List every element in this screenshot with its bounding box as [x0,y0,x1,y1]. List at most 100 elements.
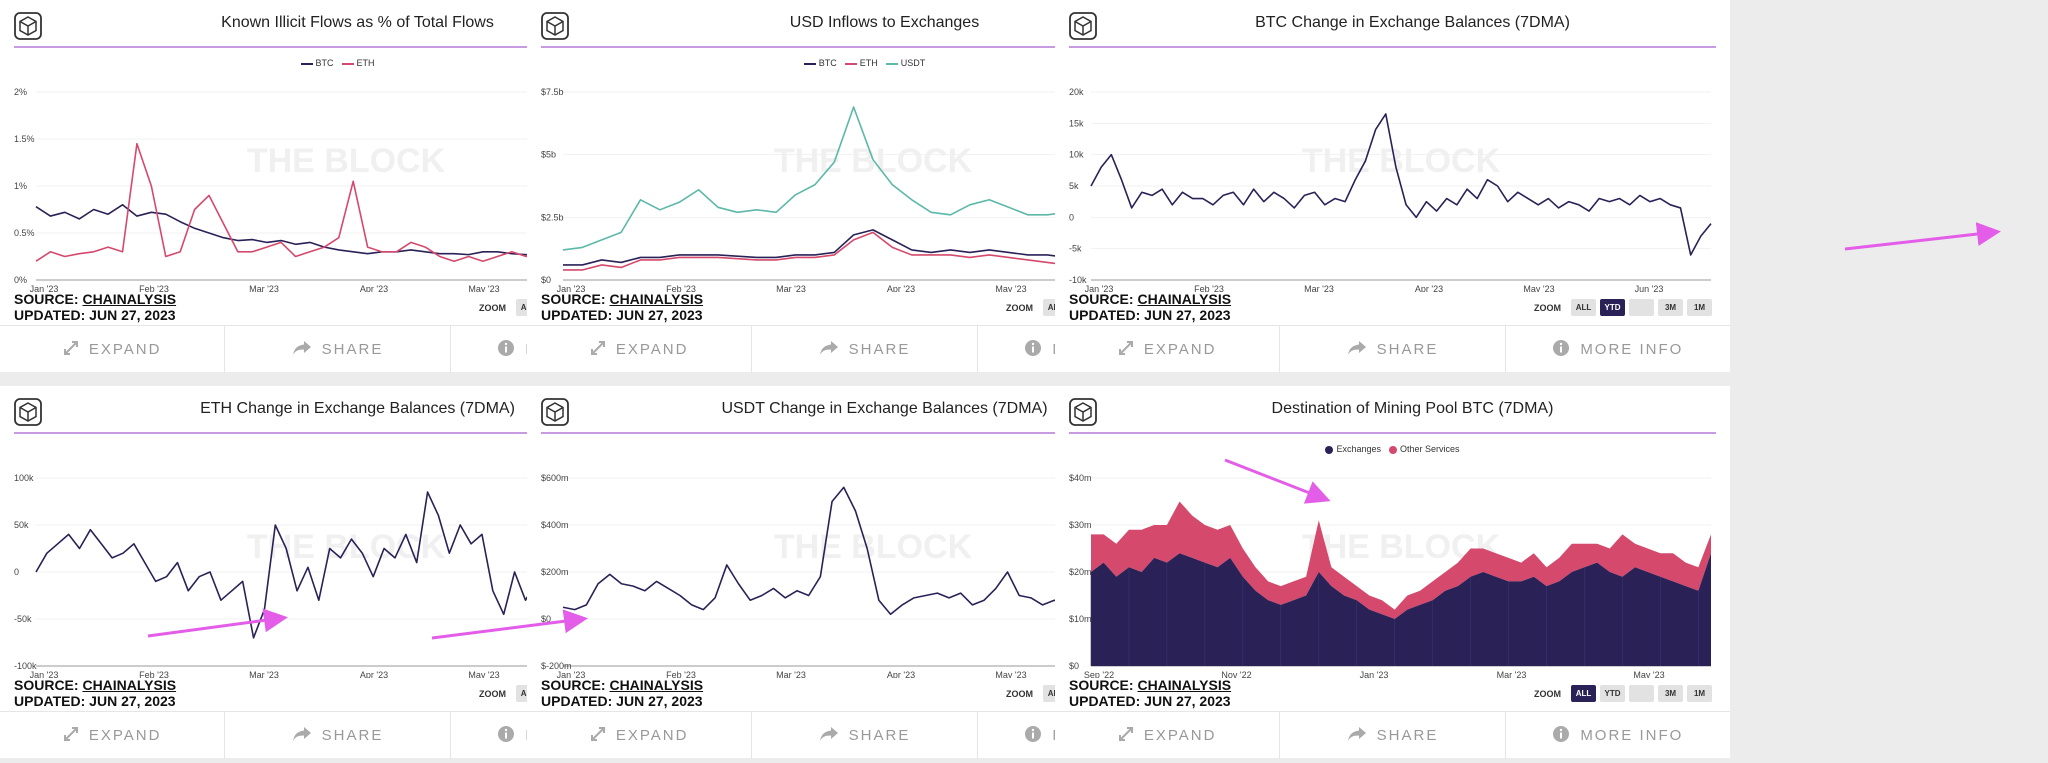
updated-date: UPDATED: JUN 27, 2023 [14,307,176,323]
expand-label: EXPAND [88,727,162,744]
source-link[interactable]: CHAINALYSIS [1137,291,1232,307]
legend-item[interactable]: BTC [803,58,837,68]
share-icon [819,340,849,360]
zoom-button[interactable]: YTD [1600,685,1625,702]
share-button[interactable]: SHARE [752,326,978,373]
zoom-label: ZOOM [479,302,506,313]
y-tick-label: $10m [1069,614,1092,624]
y-tick-label: -10k [1069,275,1087,285]
chart-card: BTC Change in Exchange Balances (7DMA) SO… [1055,0,1730,373]
updated-date: UPDATED: JUN 27, 2023 [14,693,176,709]
zoom-button[interactable]: ALL [1571,299,1596,316]
the-block-logo-icon[interactable] [541,398,569,426]
expand-button[interactable]: EXPAND [0,326,226,373]
more-info-label: MORE INFO [1580,341,1684,358]
the-block-logo-icon[interactable] [14,398,42,426]
share-label: SHARE [1376,341,1439,358]
x-tick-label: Mar '23 [776,670,806,678]
zoom-label: ZOOM [1006,688,1033,699]
more-info-button[interactable]: MORE INFO [1506,712,1730,759]
y-tick-label: $20m [1069,567,1092,577]
source-block: SOURCE: CHAINALYSIS UPDATED: JUN 27, 2023 [1069,677,1231,709]
info-icon [497,339,525,361]
source-label: SOURCE: [1069,291,1138,307]
source-link[interactable]: CHAINALYSIS [82,291,177,307]
x-tick-label: Jan '23 [30,670,59,678]
expand-icon [590,726,616,746]
chart-legend: BTC ETH USDT [527,58,1202,68]
zoom-button[interactable]: 1M [1687,299,1712,316]
y-tick-label: $600m [541,473,569,483]
share-button[interactable]: SHARE [225,712,451,759]
source-link[interactable]: CHAINALYSIS [1137,677,1232,693]
share-button[interactable]: SHARE [1280,326,1506,373]
the-block-logo-icon[interactable] [1069,398,1097,426]
x-tick-label: Mar '23 [249,284,279,292]
y-tick-label: $0 [541,275,551,285]
expand-label: EXPAND [615,341,689,358]
chart-title: USDT Change in Exchange Balances (7DMA) [721,400,1048,417]
y-tick-label: $-200m [541,661,572,671]
info-icon [497,725,525,747]
zoom-button[interactable]: 3M [1658,299,1683,316]
share-label: SHARE [321,341,384,358]
zoom-button[interactable]: 3M [1658,685,1683,702]
expand-icon [1118,726,1144,746]
share-button[interactable]: SHARE [752,712,978,759]
expand-label: EXPAND [615,727,689,744]
chart-legend: BTC ETH [0,58,675,68]
legend-label: BTC [315,58,334,68]
x-tick-label: Sep '22 [1084,670,1114,678]
zoom-button[interactable] [1629,685,1654,702]
expand-button[interactable]: EXPAND [527,326,753,373]
the-block-logo-icon[interactable] [541,12,569,40]
area-series-exchanges[interactable] [1091,553,1711,666]
y-tick-label: 0 [14,567,19,577]
more-info-button[interactable]: MORE INFO [1506,326,1730,373]
legend-item[interactable]: BTC [300,58,334,68]
zoom-button[interactable] [1629,299,1654,316]
zoom-button[interactable]: ALL [1571,685,1596,702]
zoom-button[interactable]: YTD [1600,299,1625,316]
chart-title: Known Illicit Flows as % of Total Flows [221,14,494,31]
the-block-logo-icon[interactable] [1069,12,1097,40]
card-footer: EXPAND SHARE MORE INFO [1055,711,1730,759]
source-link[interactable]: CHAINALYSIS [82,677,177,693]
zoom-label: ZOOM [479,688,506,699]
y-tick-label: 0% [14,275,27,285]
expand-icon [63,726,89,746]
the-block-logo-icon[interactable] [14,12,42,40]
legend-item[interactable]: ETH [341,58,375,68]
x-tick-label: May '23 [468,670,499,678]
legend-label: Exchanges [1336,444,1381,454]
expand-button[interactable]: EXPAND [1055,326,1281,373]
x-tick-label: Jan '23 [557,670,586,678]
y-tick-label: 0 [1069,212,1074,222]
source-link[interactable]: CHAINALYSIS [609,291,704,307]
y-tick-label: 2% [14,87,27,97]
share-label: SHARE [321,727,384,744]
share-button[interactable]: SHARE [225,326,451,373]
share-button[interactable]: SHARE [1280,712,1506,759]
legend-item[interactable]: ETH [844,58,878,68]
expand-button[interactable]: EXPAND [527,712,753,759]
x-tick-label: Jan '23 [1360,670,1389,678]
legend-item[interactable]: Other Services [1389,444,1460,454]
y-tick-label: $200m [541,567,569,577]
source-block: SOURCE: CHAINALYSIS UPDATED: JUN 27, 2023 [541,291,703,323]
zoom-button[interactable]: 1M [1687,685,1712,702]
updated-date: UPDATED: JUN 27, 2023 [541,307,703,323]
expand-button[interactable]: EXPAND [0,712,226,759]
legend-item[interactable]: USDT [885,58,925,68]
legend-item[interactable]: Exchanges [1325,444,1381,454]
source-label: SOURCE: [1069,677,1138,693]
series-line[interactable] [1090,113,1712,256]
y-tick-label: $5b [541,150,556,160]
expand-button[interactable]: EXPAND [1055,712,1281,759]
chart-title: ETH Change in Exchange Balances (7DMA) [200,400,515,417]
zoom-label: ZOOM [1534,688,1561,699]
chart-legend: Exchanges Other Services [1055,444,1730,454]
area-series-other-services[interactable] [1091,501,1711,620]
source-link[interactable]: CHAINALYSIS [609,677,704,693]
x-tick-label: Jan '23 [30,284,59,292]
